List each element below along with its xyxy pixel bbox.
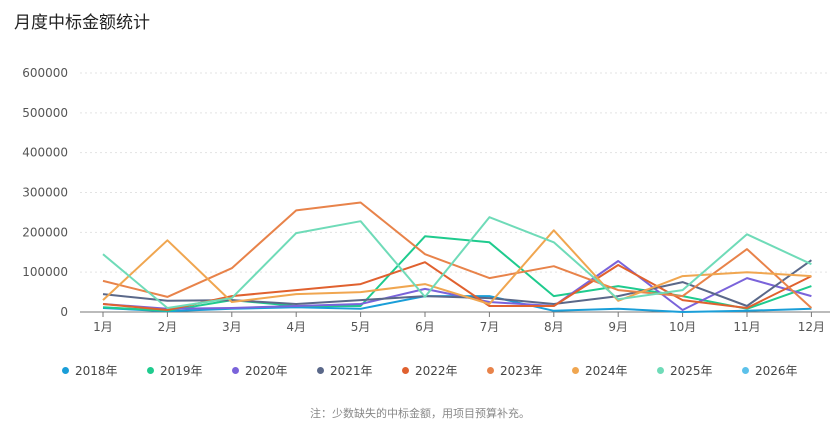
legend-marker: [742, 367, 749, 374]
legend-item[interactable]: 2018年: [62, 362, 147, 379]
legend-marker: [232, 367, 239, 374]
legend-marker: [62, 367, 69, 374]
series-line-2019年: [102, 235, 812, 312]
y-tick-label: 100000: [22, 265, 68, 279]
legend: 2018年 2019年 2020年 2021年 2022年 2023年 2024年 2025年…: [62, 362, 827, 379]
y-tick-label: 200000: [22, 225, 68, 239]
legend-label: 2026年: [755, 364, 798, 378]
x-tick-label: 3月: [222, 320, 242, 334]
series-line-2023年: [102, 201, 813, 309]
legend-label: 2020年: [245, 364, 288, 378]
footnote: 注：少数缺失的中标金额，用项目预算补充。: [310, 407, 530, 420]
x-tick-label: 8月: [544, 320, 564, 334]
x-tick-label: 10月: [669, 320, 696, 334]
y-tick-label: 600000: [22, 66, 68, 80]
legend-item[interactable]: 2022年: [402, 362, 487, 379]
line-chart: 0 100000 200000 300000 400000 500000 600000 1月…: [22, 66, 830, 334]
x-tick-label: 12月: [798, 320, 825, 334]
legend-item[interactable]: 2023年: [487, 362, 572, 379]
y-tick-label: 500000: [22, 106, 68, 120]
x-tick-label: 4月: [286, 320, 306, 334]
legend-marker: [572, 367, 579, 374]
x-tick-label: 2月: [158, 320, 178, 334]
series-line-2022年: [102, 261, 812, 311]
legend-marker: [402, 367, 409, 374]
series-line-2025年: [102, 216, 812, 309]
y-tick-label: 0: [60, 305, 68, 319]
y-tick-label: 300000: [22, 186, 68, 200]
x-tick-label: 6月: [415, 320, 435, 334]
legend-item[interactable]: 2025年: [657, 362, 742, 379]
legend-marker: [657, 367, 664, 374]
legend-label: 2019年: [160, 364, 203, 378]
page-title: 月度中标金额统计: [14, 13, 150, 33]
x-tick-label: 5月: [351, 320, 371, 334]
series-lines: [102, 201, 813, 313]
legend-marker: [317, 367, 324, 374]
legend-item[interactable]: 2024年: [572, 362, 657, 379]
x-axis: 1月 2月 3月 4月 5月 6月 7月 8月 9月 10月 11月 12月: [80, 311, 830, 334]
x-tick-label: 7月: [480, 320, 500, 334]
x-tick-label: 1月: [93, 320, 113, 334]
legend-marker: [147, 367, 154, 374]
series-line-2020年: [102, 260, 812, 311]
legend-label: 2023年: [500, 364, 543, 378]
series-line-2024年: [102, 229, 812, 305]
y-tick-label: 400000: [22, 146, 68, 160]
x-tick-label: 11月: [733, 320, 760, 334]
y-axis-ticks: 0 100000 200000 300000 400000 500000 600000: [22, 66, 68, 319]
legend-label: 2021年: [330, 364, 373, 378]
legend-label: 2022年: [415, 364, 458, 378]
legend-item[interactable]: 2021年: [317, 362, 402, 379]
legend-label: 2024年: [585, 364, 628, 378]
legend-item[interactable]: 2019年: [147, 362, 232, 379]
legend-marker: [487, 367, 494, 374]
legend-label: 2025年: [670, 364, 713, 378]
x-tick-label: 9月: [608, 320, 628, 334]
grid-lines: [80, 72, 830, 273]
legend-label: 2018年: [75, 364, 118, 378]
legend-item[interactable]: 2026年: [742, 362, 827, 379]
legend-item[interactable]: 2020年: [232, 362, 317, 379]
